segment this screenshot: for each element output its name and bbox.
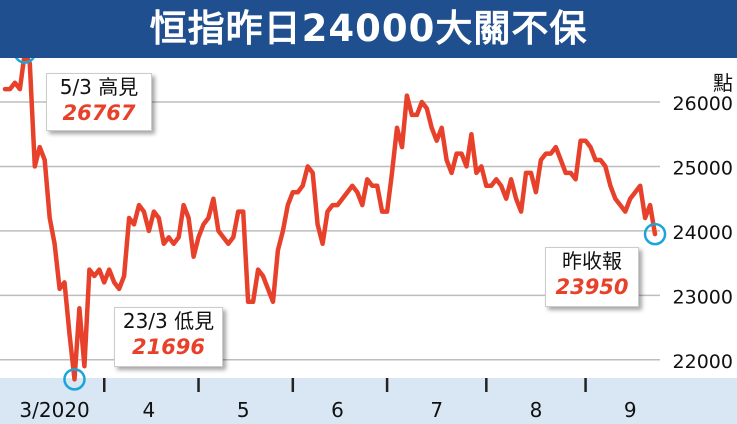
y-axis-label: 點	[713, 71, 733, 95]
marker-circle-2	[643, 222, 667, 246]
x-tick-label: 9	[624, 398, 637, 422]
chart-title: 恒指昨日24000大關不保	[149, 7, 588, 50]
x-tick-label: 3/2020	[19, 398, 89, 422]
callout-close: 昨收報 23950	[545, 247, 639, 307]
x-tick-label: 6	[331, 398, 344, 422]
callout-high-label: 5/3 高見	[59, 75, 139, 99]
x-tick-label: 5	[237, 398, 250, 422]
grid-layer	[0, 101, 660, 361]
series-line	[2, 50, 658, 382]
callout-close-value: 23950	[555, 275, 629, 299]
y-tick-label: 22000	[673, 351, 733, 373]
y-tick-label: 25000	[673, 157, 733, 179]
x-tick-label: 8	[530, 398, 543, 422]
y-tick-label: 24000	[673, 222, 733, 244]
y-tick-label: 26000	[673, 93, 733, 115]
marker-circle-1	[63, 368, 86, 391]
callout-low-value: 21696	[131, 335, 206, 359]
x-tick-label: 7	[430, 398, 443, 422]
x-axis-band	[0, 378, 737, 424]
y-tick-label: 23000	[673, 286, 733, 308]
callout-low-label: 23/3 低見	[122, 309, 215, 333]
callout-high-value: 26767	[62, 101, 136, 125]
title-bar: 恒指昨日24000大關不保	[0, 0, 737, 58]
callout-high: 5/3 高見 26767	[46, 73, 152, 131]
callout-close-label: 昨收報	[562, 249, 622, 273]
callout-low: 23/3 低見 21696	[114, 307, 223, 367]
x-tick-label: 4	[143, 398, 156, 422]
